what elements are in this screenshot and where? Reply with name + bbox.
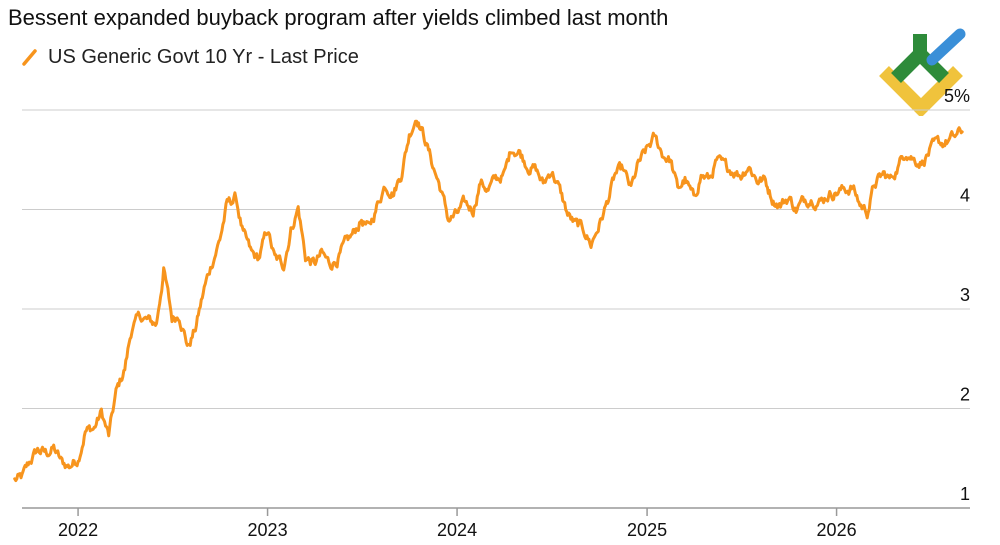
x-tick-label: 2025 [627,520,667,540]
x-tick-label: 2024 [437,520,477,540]
legend-label: US Generic Govt 10 Yr - Last Price [48,46,359,68]
gridlines [22,109,970,409]
legend: US Generic Govt 10 Yr - Last Price [22,44,359,70]
x-tick-label: 2023 [248,520,288,540]
y-tick-label: 1 [960,484,970,504]
leaf-chevron-logo-icon [879,28,966,116]
series-line-0 [13,119,964,483]
x-axis [22,507,970,516]
y-tick-label: 3 [960,285,970,305]
x-tick-label: 2026 [817,520,857,540]
y-tick-label: 4 [960,186,970,206]
y-tick-label: 2 [960,385,970,405]
x-axis-labels: 2022 2023 2024 2025 2026 [58,520,857,540]
series-layer [13,119,964,483]
y-axis-labels: 1 2 3 4 5% [944,86,970,504]
x-tick-label: 2022 [58,520,98,540]
chart-title: Bessent expanded buyback program after y… [8,5,669,30]
y-tick-label: 5% [944,86,970,106]
legend-swatch-icon [22,49,37,66]
